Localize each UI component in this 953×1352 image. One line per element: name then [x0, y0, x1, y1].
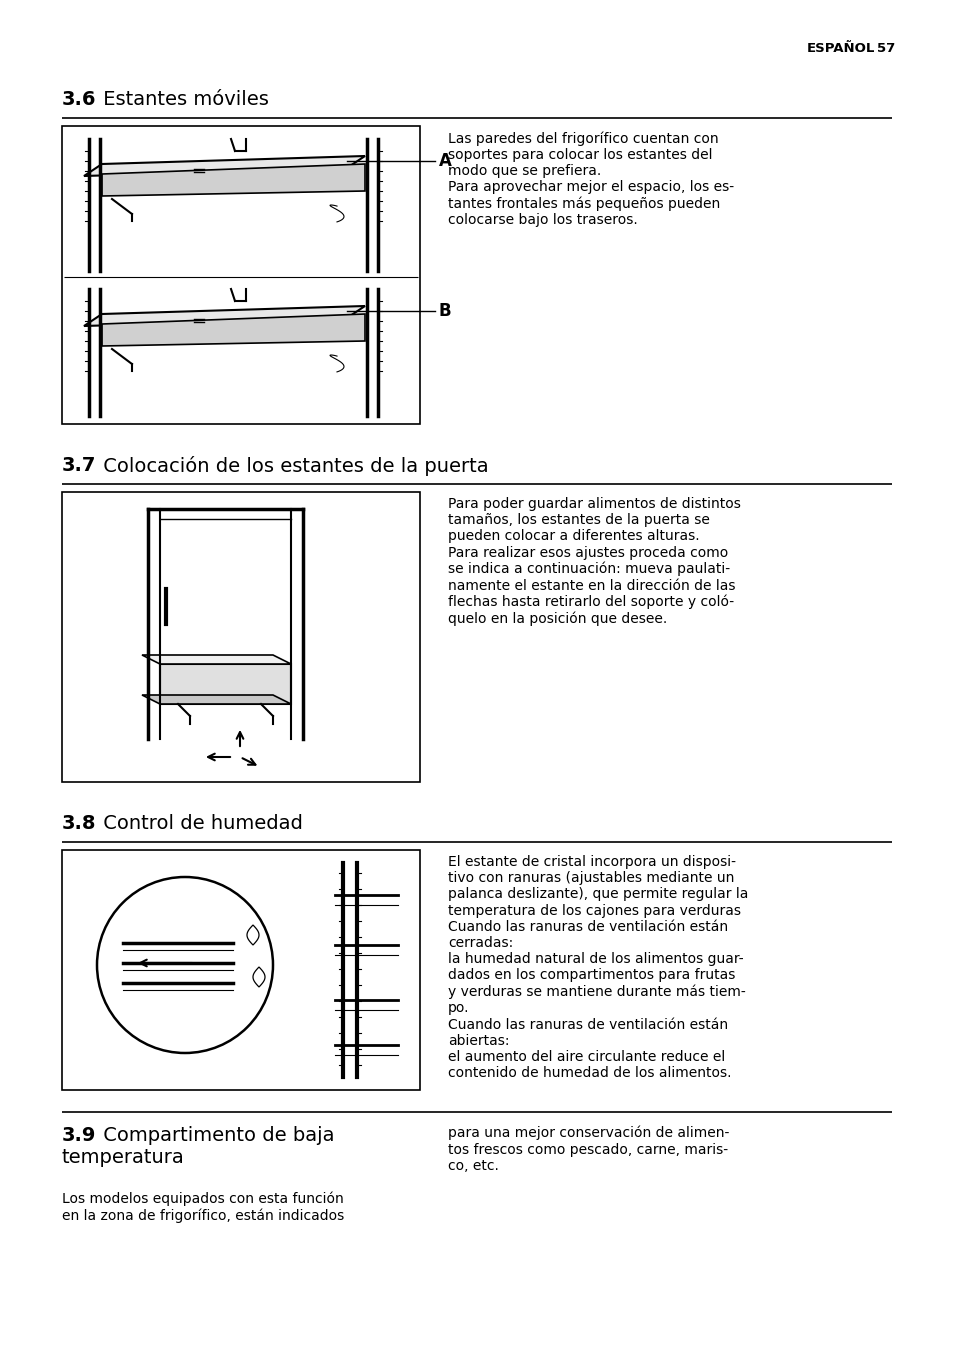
Text: Control de humedad: Control de humedad [97, 814, 302, 833]
Bar [62, 492, 419, 781]
Text: Los modelos equipados con esta función
en la zona de frigorífico, están indicado: Los modelos equipados con esta función e… [62, 1192, 344, 1224]
Text: Colocación de los estantes de la puerta: Colocación de los estantes de la puerta [97, 456, 488, 476]
Bar [62, 850, 419, 1090]
Text: para una mejor conservación de alimen-
tos frescos como pescado, carne, maris-
c: para una mejor conservación de alimen- t… [448, 1126, 729, 1174]
Bar [62, 126, 419, 425]
Text: El estante de cristal incorpora un disposi-
tivo con ranuras (ajustables mediant: El estante de cristal incorpora un dispo… [448, 854, 747, 1080]
Text: Para poder guardar alimentos de distintos
tamaños, los estantes de la puerta se
: Para poder guardar alimentos de distinto… [448, 498, 740, 626]
Polygon shape [84, 155, 365, 176]
Polygon shape [160, 664, 291, 704]
Text: Las paredes del frigorífico cuentan con
soportes para colocar los estantes del
m: Las paredes del frigorífico cuentan con … [448, 131, 734, 227]
Polygon shape [102, 314, 365, 346]
Text: 3.7: 3.7 [62, 456, 96, 475]
Polygon shape [84, 306, 365, 326]
Polygon shape [142, 695, 291, 704]
Polygon shape [142, 654, 291, 664]
Text: 3.8: 3.8 [62, 814, 96, 833]
Text: Estantes móviles: Estantes móviles [97, 91, 269, 110]
Text: Compartimento de baja: Compartimento de baja [97, 1126, 335, 1145]
Text: 57: 57 [876, 42, 894, 55]
Text: ESPAÑOL: ESPAÑOL [806, 42, 874, 55]
Text: temperatura: temperatura [62, 1148, 185, 1167]
Text: 3.6: 3.6 [62, 91, 96, 110]
Text: 3.9: 3.9 [62, 1126, 96, 1145]
Polygon shape [102, 164, 365, 196]
Text: A: A [438, 151, 452, 170]
Text: B: B [438, 301, 451, 320]
